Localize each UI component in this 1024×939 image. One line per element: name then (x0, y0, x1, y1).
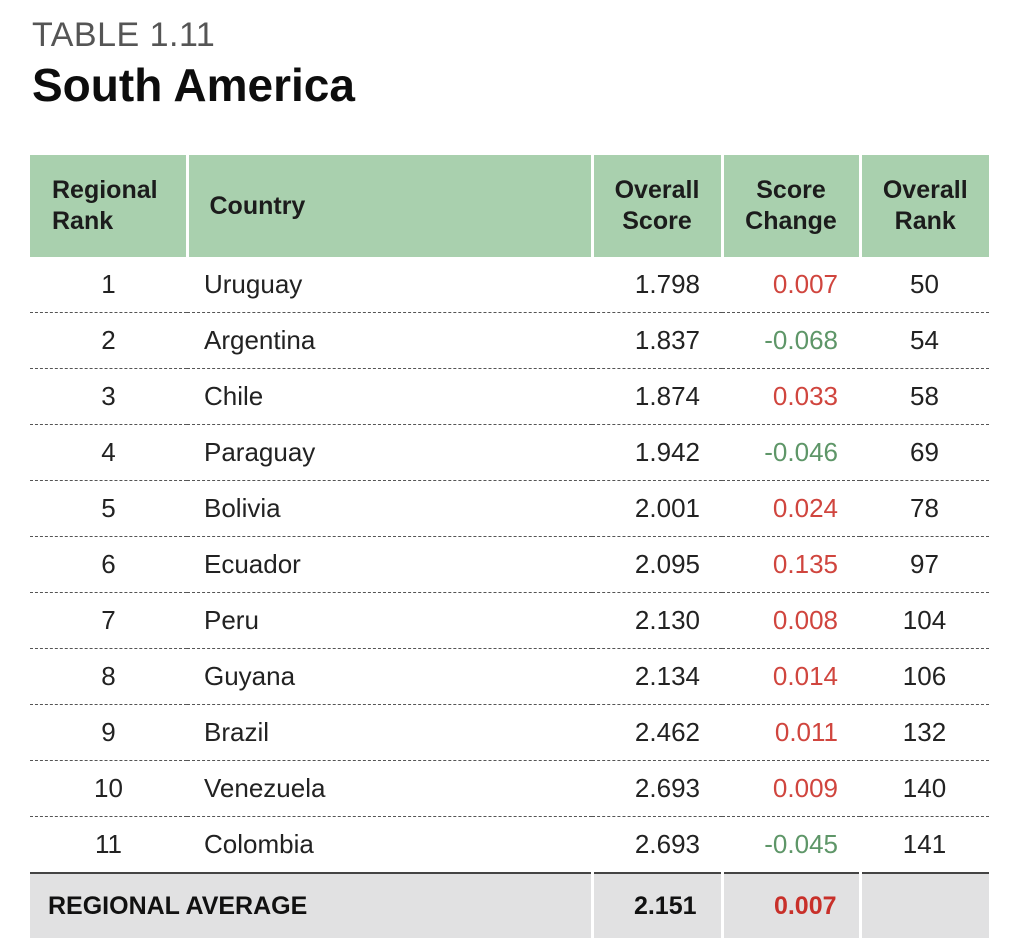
table-row: 8 Guyana 2.134 0.014 106 (30, 648, 989, 705)
country-cell: Brazil (187, 704, 592, 761)
overall-rank-cell: 104 (860, 592, 989, 649)
overall-score-cell: 1.942 (592, 424, 722, 481)
country-cell: Guyana (187, 648, 592, 705)
regional-average-label: REGIONAL AVERAGE (30, 873, 594, 938)
table-row: 4 Paraguay 1.942 -0.046 69 (30, 424, 989, 481)
regional-rank-cell: 7 (30, 592, 187, 649)
regional-average-score: 2.151 (592, 873, 724, 938)
table-row: 6 Ecuador 2.095 0.135 97 (30, 536, 989, 593)
score-change-cell: -0.046 (722, 424, 860, 481)
regional-rank-cell: 3 (30, 368, 187, 425)
regional-rank-cell: 4 (30, 424, 187, 481)
column-header-score-change: Score Change (722, 155, 862, 257)
country-cell: Colombia (187, 816, 592, 874)
column-header-overall-score: Overall Score (592, 155, 724, 257)
header-row: Regional Rank Country Overall Score Score C… (30, 155, 989, 257)
overall-rank-cell: 97 (860, 536, 989, 593)
overall-rank-cell: 78 (860, 480, 989, 537)
overall-score-cell: 2.001 (592, 480, 722, 537)
column-header-regional-rank: Regional Rank (30, 155, 189, 257)
table-row: 1 Uruguay 1.798 0.007 50 (30, 257, 989, 313)
table-title: South America (32, 59, 355, 111)
score-change-cell: 0.135 (722, 536, 860, 593)
overall-rank-cell: 54 (860, 312, 989, 369)
overall-score-cell: 1.798 (592, 257, 722, 313)
overall-rank-cell: 140 (860, 760, 989, 817)
country-cell: Chile (187, 368, 592, 425)
score-change-cell: 0.007 (722, 257, 860, 313)
regional-average-empty-cell (860, 873, 989, 938)
overall-rank-cell: 69 (860, 424, 989, 481)
overall-score-cell: 2.693 (592, 760, 722, 817)
regional-rank-cell: 11 (30, 816, 187, 874)
table-row: 5 Bolivia 2.001 0.024 78 (30, 480, 989, 537)
score-change-cell: 0.014 (722, 648, 860, 705)
country-cell: Bolivia (187, 480, 592, 537)
score-change-cell: 0.033 (722, 368, 860, 425)
score-change-cell: 0.011 (722, 704, 860, 761)
overall-score-cell: 1.874 (592, 368, 722, 425)
regional-rank-cell: 10 (30, 760, 187, 817)
country-cell: Uruguay (187, 257, 592, 313)
country-cell: Paraguay (187, 424, 592, 481)
column-header-country: Country (187, 155, 594, 257)
table-number: TABLE 1.11 (32, 16, 216, 54)
regional-rank-cell: 8 (30, 648, 187, 705)
country-cell: Venezuela (187, 760, 592, 817)
overall-rank-cell: 58 (860, 368, 989, 425)
table-row: 10 Venezuela 2.693 0.009 140 (30, 760, 989, 817)
regional-rank-cell: 1 (30, 257, 187, 313)
regional-rank-cell: 9 (30, 704, 187, 761)
table-row: 11 Colombia 2.693 -0.045 141 (30, 816, 989, 874)
regional-rank-cell: 6 (30, 536, 187, 593)
regional-rank-cell: 5 (30, 480, 187, 537)
regional-rank-cell: 2 (30, 312, 187, 369)
table-row: 2 Argentina 1.837 -0.068 54 (30, 312, 989, 369)
score-change-cell: 0.008 (722, 592, 860, 649)
regional-average-change: 0.007 (722, 873, 862, 938)
table-row: 7 Peru 2.130 0.008 104 (30, 592, 989, 649)
table-body: 1 Uruguay 1.798 0.007 50 2 Argentina 1.8… (30, 257, 989, 874)
overall-score-cell: 1.837 (592, 312, 722, 369)
regional-average-row: REGIONAL AVERAGE 2.151 0.007 (30, 873, 989, 938)
overall-score-cell: 2.134 (592, 648, 722, 705)
country-cell: Peru (187, 592, 592, 649)
score-change-cell: 0.024 (722, 480, 860, 537)
score-change-cell: 0.009 (722, 760, 860, 817)
table-row: 9 Brazil 2.462 0.011 132 (30, 704, 989, 761)
overall-rank-cell: 132 (860, 704, 989, 761)
overall-score-cell: 2.693 (592, 816, 722, 874)
overall-score-cell: 2.095 (592, 536, 722, 593)
table-row: 3 Chile 1.874 0.033 58 (30, 368, 989, 425)
overall-score-cell: 2.462 (592, 704, 722, 761)
column-header-overall-rank: Overall Rank (860, 155, 989, 257)
country-cell: Argentina (187, 312, 592, 369)
country-cell: Ecuador (187, 536, 592, 593)
rankings-table: Regional Rank Country Overall Score Score C… (30, 155, 989, 938)
overall-rank-cell: 141 (860, 816, 989, 874)
overall-score-cell: 2.130 (592, 592, 722, 649)
overall-rank-cell: 106 (860, 648, 989, 705)
overall-rank-cell: 50 (860, 257, 989, 313)
score-change-cell: -0.045 (722, 816, 860, 874)
score-change-cell: -0.068 (722, 312, 860, 369)
